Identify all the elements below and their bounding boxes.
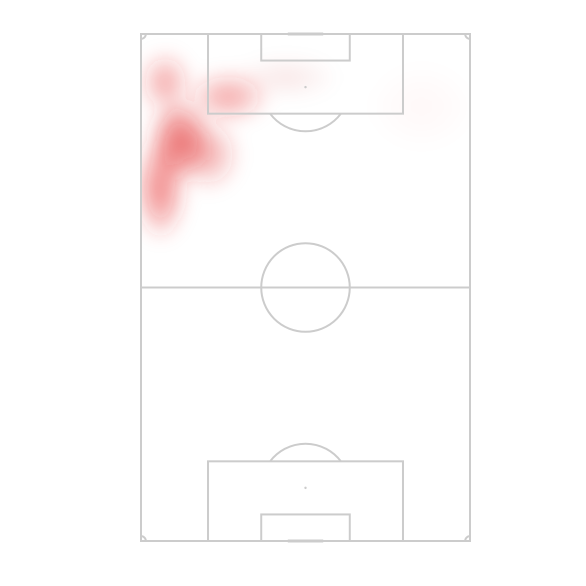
penalty-arc-top — [269, 113, 342, 133]
heat-layer — [141, 53, 430, 237]
centre-circle — [260, 242, 351, 333]
goal-area-bottom — [260, 513, 351, 543]
penalty-spot-bottom — [304, 486, 307, 490]
penalty-spot-top — [304, 85, 307, 89]
corner-arc-3 — [140, 535, 147, 542]
heat-spot-7-ring-1 — [414, 100, 430, 113]
heat-spot-2-ring-1 — [156, 180, 165, 197]
goal-area-top — [260, 33, 351, 62]
heat-spot-3-ring-1 — [161, 77, 170, 88]
corner-arc-4 — [464, 535, 471, 542]
heat-spot-4-ring-1 — [221, 92, 235, 101]
heat-blur-group — [141, 53, 430, 237]
pitch-markings — [140, 32, 471, 543]
heat-spot-5-ring-1 — [203, 149, 214, 161]
penalty-area-bottom — [207, 460, 404, 543]
heat-spot-6-ring-1 — [278, 74, 294, 80]
corner-arc-2 — [464, 33, 471, 40]
penalty-arc-bottom — [269, 442, 342, 462]
corner-arc-1 — [140, 33, 147, 40]
